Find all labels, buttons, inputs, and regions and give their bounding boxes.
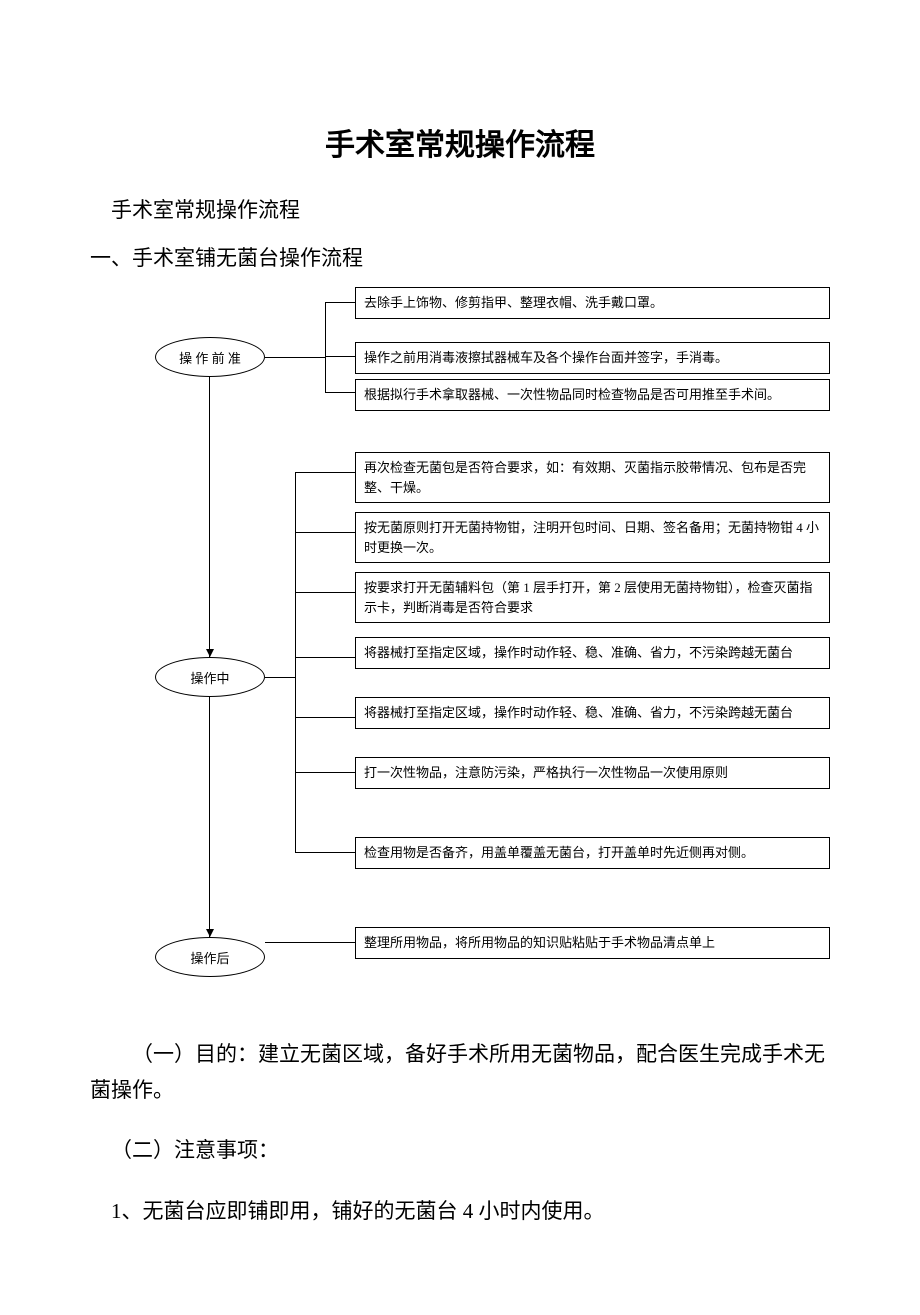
flowchart-box: 按无菌原则打开无菌持物钳，注明开包时间、日期、签名备用；无菌持物钳 4 小时更换… xyxy=(355,512,830,563)
document-title: 手术室常规操作流程 xyxy=(90,120,830,164)
flowchart-container: 操 作 前 准 去除手上饰物、修剪指甲、整理衣帽、洗手戴口罩。 操作之前用消毒液… xyxy=(90,287,830,1007)
flowchart-box: 将器械打至指定区域，操作时动作轻、稳、准确、省力，不污染跨越无菌台 xyxy=(355,697,830,729)
flowchart-box: 将器械打至指定区域，操作时动作轻、稳、准确、省力，不污染跨越无菌台 xyxy=(355,637,830,669)
flowchart-box: 去除手上饰物、修剪指甲、整理衣帽、洗手戴口罩。 xyxy=(355,287,830,319)
flowchart-node-prep: 操 作 前 准 xyxy=(155,337,265,377)
flowchart-box: 操作之前用消毒液擦拭器械车及各个操作台面并签字，手消毒。 xyxy=(355,342,830,374)
flowchart-node-during: 操作中 xyxy=(155,657,265,697)
flowchart-box: 打一次性物品，注意防污染，严格执行一次性物品一次使用原则 xyxy=(355,757,830,789)
flowchart-box: 再次检查无菌包是否符合要求，如：有效期、灭菌指示胶带情况、包布是否完整、干燥。 xyxy=(355,452,830,503)
flowchart-box: 整理所用物品，将所用物品的知识贴粘贴于手术物品清点单上 xyxy=(355,927,830,959)
flowchart-box: 检查用物是否备齐，用盖单覆盖无菌台，打开盖单时先近侧再对侧。 xyxy=(355,837,830,869)
purpose-paragraph: （一）目的：建立无菌区域，备好手术所用无菌物品，配合医生完成手术无菌操作。 xyxy=(90,1037,830,1108)
section-heading: 一、手术室铺无菌台操作流程 xyxy=(90,242,830,272)
flowchart-node-after: 操作后 xyxy=(155,937,265,977)
flowchart-box: 按要求打开无菌辅料包（第 1 层手打开，第 2 层使用无菌持物钳），检查灭菌指示… xyxy=(355,572,830,623)
note-item: 1、无菌台应即铺即用，铺好的无菌台 4 小时内使用。 xyxy=(90,1194,830,1230)
document-subtitle: 手术室常规操作流程 xyxy=(90,194,830,224)
notes-heading: （二）注意事项： xyxy=(90,1133,830,1169)
flowchart-box: 根据拟行手术拿取器械、一次性物品同时检查物品是否可用推至手术间。 xyxy=(355,379,830,411)
